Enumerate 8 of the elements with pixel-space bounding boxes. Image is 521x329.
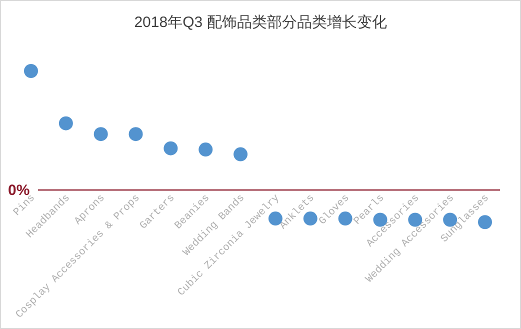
- point: [94, 127, 108, 142]
- point: [198, 142, 213, 157]
- point: [164, 141, 178, 156]
- point: [128, 127, 143, 142]
- chart-title: 2018年Q3 配饰品类部分品类增长变化: [134, 14, 387, 31]
- point: [234, 147, 248, 162]
- point: [58, 116, 73, 130]
- point: [24, 64, 38, 78]
